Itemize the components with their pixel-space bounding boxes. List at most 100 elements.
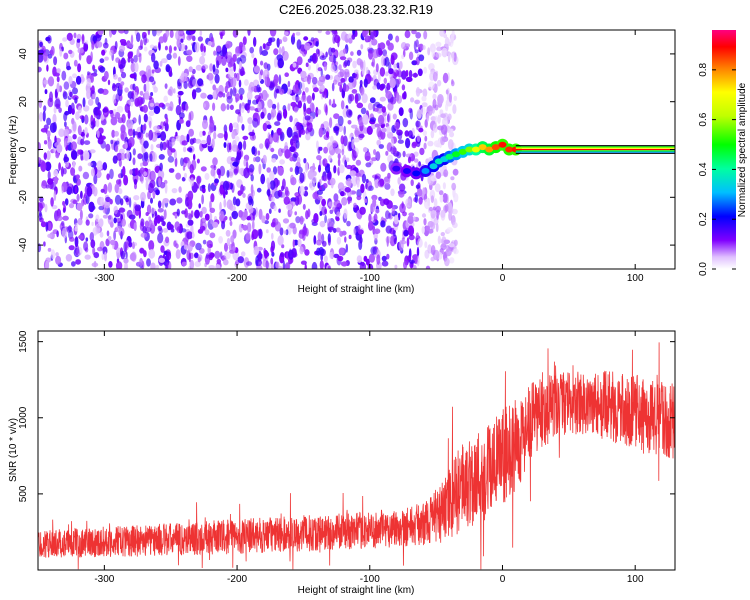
noise-cell <box>403 91 407 100</box>
noise-cell <box>77 63 82 73</box>
noise-cell <box>213 125 217 132</box>
noise-cell <box>150 144 154 151</box>
noise-cell <box>453 95 458 102</box>
noise-cell <box>175 131 178 137</box>
noise-cell <box>304 263 307 269</box>
noise-cell <box>249 106 255 111</box>
spectrogram-xtick-label: -300 <box>94 273 114 284</box>
noise-cell <box>321 175 324 181</box>
noise-cell <box>119 64 124 70</box>
noise-cell <box>376 126 382 138</box>
noise-cell <box>186 212 192 220</box>
noise-cell <box>433 140 441 148</box>
noise-cell <box>270 221 276 228</box>
noise-cell <box>386 236 389 247</box>
noise-cell <box>267 99 273 109</box>
spectrogram-ytick-label: 40 <box>18 48 29 60</box>
noise-cell <box>248 131 256 136</box>
noise-cell <box>200 219 203 230</box>
noise-cell <box>261 89 268 101</box>
noise-cell <box>47 170 51 180</box>
noise-cell <box>356 102 364 109</box>
noise-cell <box>266 189 271 197</box>
noise-cell <box>91 121 95 130</box>
noise-cell <box>109 168 114 180</box>
noise-cell <box>187 219 194 226</box>
noise-cell <box>43 105 47 112</box>
snr-ytick-label: 500 <box>18 485 29 502</box>
noise-cell <box>269 170 275 181</box>
noise-cell <box>224 85 228 94</box>
noise-cell <box>252 99 259 105</box>
noise-cell <box>138 45 143 51</box>
noise-cell <box>235 109 241 115</box>
signal-point <box>491 144 500 151</box>
noise-cell <box>355 159 362 166</box>
noise-cell <box>132 83 136 91</box>
noise-cell <box>290 101 297 107</box>
noise-cell <box>339 84 343 93</box>
noise-cell <box>207 94 214 100</box>
noise-cell <box>224 242 228 252</box>
noise-cell <box>263 62 269 70</box>
noise-cell <box>65 253 73 262</box>
noise-cell <box>304 42 311 51</box>
noise-cell <box>294 192 301 197</box>
noise-cell <box>278 208 281 213</box>
noise-cell <box>187 243 193 252</box>
noise-cell <box>284 149 291 159</box>
noise-cell <box>201 194 205 205</box>
noise-cell <box>203 45 206 53</box>
noise-cell <box>401 201 404 209</box>
noise-cell <box>416 109 422 119</box>
noise-cell <box>319 84 325 93</box>
noise-cell <box>56 208 62 218</box>
noise-cell <box>151 151 158 163</box>
noise-cell <box>421 95 427 102</box>
noise-cell <box>209 232 216 239</box>
signal-point <box>478 144 487 151</box>
noise-cell <box>368 185 374 191</box>
noise-cell <box>348 76 354 83</box>
noise-cell <box>153 125 160 132</box>
noise-cell <box>103 183 108 195</box>
snr-frame <box>37 330 676 571</box>
noise-cell <box>341 197 348 206</box>
noise-cell <box>343 125 347 136</box>
noise-cell <box>159 162 163 172</box>
noise-cell <box>207 244 211 255</box>
noise-cell <box>116 105 124 113</box>
noise-cell <box>440 209 446 218</box>
noise-cell <box>368 40 372 49</box>
noise-cell <box>274 221 282 232</box>
noise-cell <box>432 124 436 131</box>
noise-cell <box>404 30 411 39</box>
noise-cell <box>272 132 279 143</box>
noise-cell <box>453 192 459 203</box>
noise-cell <box>310 37 315 42</box>
noise-cell <box>427 105 433 116</box>
noise-cell <box>98 218 104 228</box>
noise-cell <box>253 57 258 67</box>
noise-cell <box>114 183 120 194</box>
noise-cell <box>302 203 306 210</box>
noise-cell <box>299 215 304 225</box>
noise-cell <box>315 48 320 55</box>
noise-cell <box>54 103 61 109</box>
noise-cell <box>372 198 377 208</box>
noise-cell <box>113 217 117 224</box>
noise-cell <box>148 120 152 129</box>
noise-cell <box>188 66 193 73</box>
noise-cell <box>379 67 386 77</box>
noise-cell <box>389 77 396 89</box>
noise-cell <box>38 112 44 122</box>
noise-cell <box>319 204 322 211</box>
noise-cell <box>159 181 166 189</box>
noise-cell <box>428 81 435 90</box>
noise-cell <box>165 30 170 38</box>
noise-cell <box>204 172 210 181</box>
noise-cell <box>347 120 352 125</box>
noise-cell <box>292 239 295 248</box>
noise-cell <box>265 260 269 269</box>
